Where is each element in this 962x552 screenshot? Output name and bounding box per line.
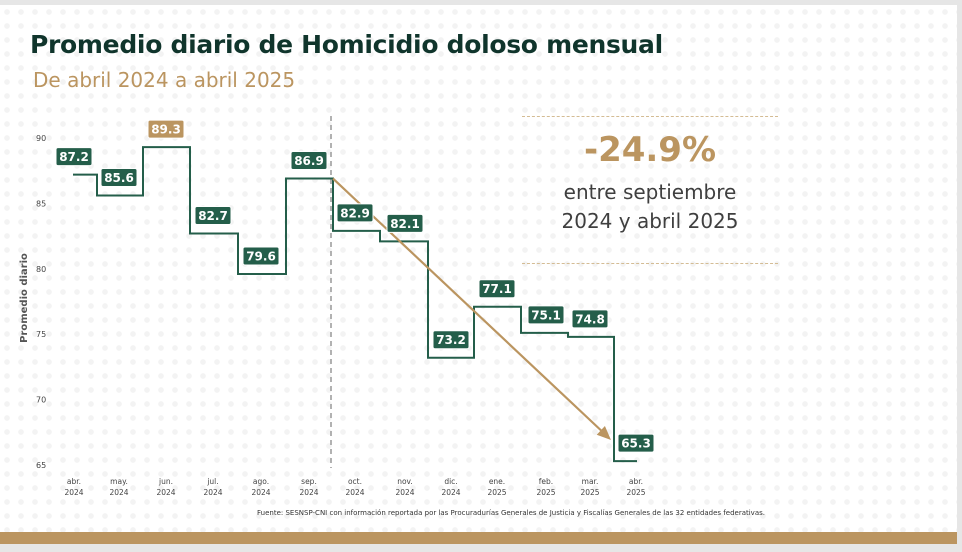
data-label: 82.7 xyxy=(198,209,228,223)
x-tick-year: 2025 xyxy=(580,488,599,497)
x-tick-month: abr. xyxy=(629,477,643,486)
x-tick-month: dic. xyxy=(444,477,457,486)
data-label-box xyxy=(55,147,93,167)
y-axis-label: Promedio diario xyxy=(19,253,30,343)
data-label-box xyxy=(194,205,232,225)
x-tick-month: mar. xyxy=(582,477,599,486)
data-label: 75.1 xyxy=(531,308,561,322)
x-tick-year: 2024 xyxy=(299,488,318,497)
x-tick-year: 2024 xyxy=(345,488,364,497)
y-tick-label: 90 xyxy=(36,134,46,143)
x-tick-month: feb. xyxy=(539,477,553,486)
x-tick-year: 2024 xyxy=(109,488,128,497)
x-tick-year: 2024 xyxy=(251,488,270,497)
data-label-box xyxy=(478,279,516,299)
data-label-box xyxy=(290,151,328,171)
chart-card xyxy=(0,5,957,532)
series-step-line xyxy=(73,146,637,463)
data-label-box xyxy=(432,330,470,350)
source-note: Fuente: SESNSP-CNI con información repor… xyxy=(257,509,765,517)
trend-arrow-head xyxy=(596,426,611,440)
data-label: 65.3 xyxy=(621,437,651,451)
x-tick-year: 2024 xyxy=(441,488,460,497)
callout-percent: -24.9% xyxy=(583,130,717,170)
x-tick-month: jun. xyxy=(158,477,173,486)
data-label: 85.6 xyxy=(104,171,134,185)
data-label-box xyxy=(336,203,374,223)
x-tick-year: 2025 xyxy=(536,488,555,497)
data-label-box xyxy=(100,168,138,188)
x-tick-year: 2025 xyxy=(626,488,645,497)
x-tick-month: ene. xyxy=(489,477,505,486)
page-subtitle: De abril 2024 a abril 2025 xyxy=(33,68,296,92)
x-tick-month: sep. xyxy=(301,477,317,486)
data-label: 82.1 xyxy=(390,217,420,231)
x-tick-month: oct. xyxy=(348,477,362,486)
footer-bar xyxy=(0,532,957,544)
y-tick-label: 85 xyxy=(36,199,46,208)
change-callout: -24.9% entre septiembre 2024 y abril 202… xyxy=(522,116,778,266)
callout-divider-bottom xyxy=(522,263,778,264)
data-label-box xyxy=(617,433,655,453)
y-tick-label: 75 xyxy=(36,330,46,339)
x-tick-month: abr. xyxy=(67,477,81,486)
data-label: 79.6 xyxy=(246,250,276,264)
x-tick-year: 2024 xyxy=(203,488,222,497)
x-tick-year: 2025 xyxy=(487,488,506,497)
y-tick-label: 65 xyxy=(36,461,46,470)
x-tick-year: 2024 xyxy=(64,488,83,497)
data-label-box xyxy=(527,305,565,325)
data-label: 89.3 xyxy=(151,123,181,137)
x-tick-month: ago. xyxy=(253,477,269,486)
page-title: Promedio diario de Homicidio doloso mens… xyxy=(30,30,663,59)
x-tick-year: 2024 xyxy=(395,488,414,497)
data-label-box xyxy=(571,309,609,329)
callout-line-2: 2024 y abril 2025 xyxy=(561,209,739,233)
data-label-box xyxy=(386,213,424,233)
x-tick-year: 2024 xyxy=(156,488,175,497)
y-tick-label: 80 xyxy=(36,265,46,274)
y-tick-label: 70 xyxy=(36,396,46,405)
data-label: 74.8 xyxy=(575,312,605,326)
callout-line-1: entre septiembre xyxy=(563,180,737,204)
callout-divider-top xyxy=(522,116,778,117)
data-label: 87.2 xyxy=(59,150,89,164)
data-label: 86.9 xyxy=(294,154,324,168)
data-label: 77.1 xyxy=(482,282,512,296)
data-label-box xyxy=(147,119,185,139)
x-tick-month: nov. xyxy=(397,477,413,486)
trend-arrow-line xyxy=(332,177,608,437)
x-tick-month: may. xyxy=(110,477,128,486)
data-label: 82.9 xyxy=(340,206,370,220)
data-label-box xyxy=(242,246,280,266)
data-label: 73.2 xyxy=(436,333,466,347)
x-tick-month: jul. xyxy=(206,477,218,486)
callout-description: entre septiembre 2024 y abril 2025 xyxy=(522,178,778,236)
